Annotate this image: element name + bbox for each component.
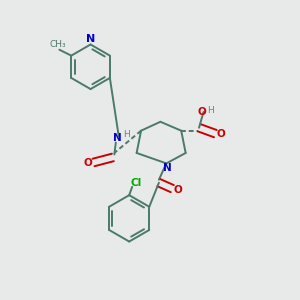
Text: N: N: [163, 163, 172, 173]
Text: H: H: [123, 130, 130, 139]
Text: N: N: [86, 34, 95, 44]
Text: CH₃: CH₃: [50, 40, 66, 49]
Text: O: O: [173, 185, 182, 195]
Text: N: N: [113, 133, 122, 143]
Text: O: O: [84, 158, 93, 168]
Text: Cl: Cl: [130, 178, 141, 188]
Text: O: O: [216, 129, 225, 139]
Text: H: H: [207, 106, 213, 115]
Text: O: O: [197, 107, 206, 117]
